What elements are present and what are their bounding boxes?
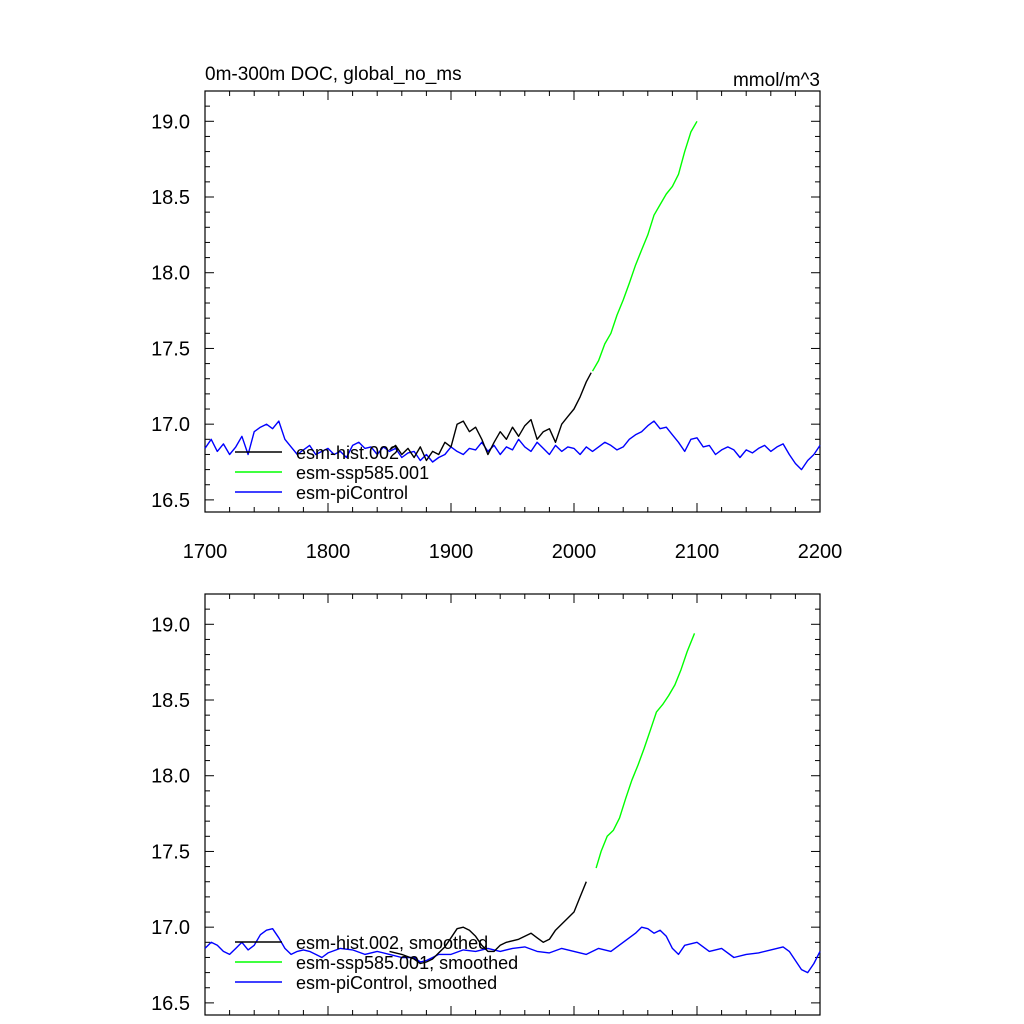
legend-label: esm-piControl, smoothed (296, 973, 497, 993)
legend-label: esm-hist.002 (296, 443, 399, 463)
y-tick-label: 17.0 (151, 414, 190, 436)
y-tick-label: 18.5 (151, 690, 190, 712)
y-tick-label: 17.5 (151, 338, 190, 360)
series-line (204, 926, 821, 974)
legend-label: esm-ssp585.001, smoothed (296, 953, 518, 973)
chart-title: 0m-300m DOC, global_no_ms (205, 64, 462, 85)
series-line (389, 372, 592, 462)
y-tick-label: 19.0 (151, 614, 190, 636)
legend-label: esm-ssp585.001 (296, 463, 429, 483)
x-tick-label: 1700 (183, 541, 228, 563)
y-tick-label: 18.0 (151, 263, 190, 285)
series-line (591, 120, 698, 372)
bottom-panel: 16.5 17.0 17.5 18.0 18.5 19.0 esm-hist.002, sm… (151, 593, 821, 1016)
x-tick-label: 2100 (675, 541, 720, 563)
y-tick-label: 16.5 (151, 993, 190, 1015)
series-line (389, 881, 587, 965)
plot-frame (204, 593, 821, 1016)
legend-label: esm-piControl (296, 483, 408, 503)
y-tick-label: 17.5 (151, 841, 190, 863)
y-tick-label: 19.0 (151, 111, 190, 133)
y-tick-label: 16.5 (151, 490, 190, 512)
units-label: mmol/m^3 (733, 70, 820, 91)
y-tick-label: 18.0 (151, 766, 190, 788)
series-line (595, 633, 696, 869)
plot-frame (204, 90, 821, 513)
x-tick-label: 2000 (552, 541, 597, 563)
x-tick-label: 1900 (429, 541, 474, 563)
series-line (204, 420, 821, 471)
x-tick-label: 2200 (798, 541, 843, 563)
y-tick-label: 17.0 (151, 917, 190, 939)
top-panel: 16.5 17.0 17.5 18.0 18.5 19.0 1700 1800 1900 2000… (151, 64, 842, 563)
x-tick-label: 1800 (306, 541, 351, 563)
y-tick-label: 18.5 (151, 187, 190, 209)
legend-label: esm-hist.002, smoothed (296, 933, 488, 953)
